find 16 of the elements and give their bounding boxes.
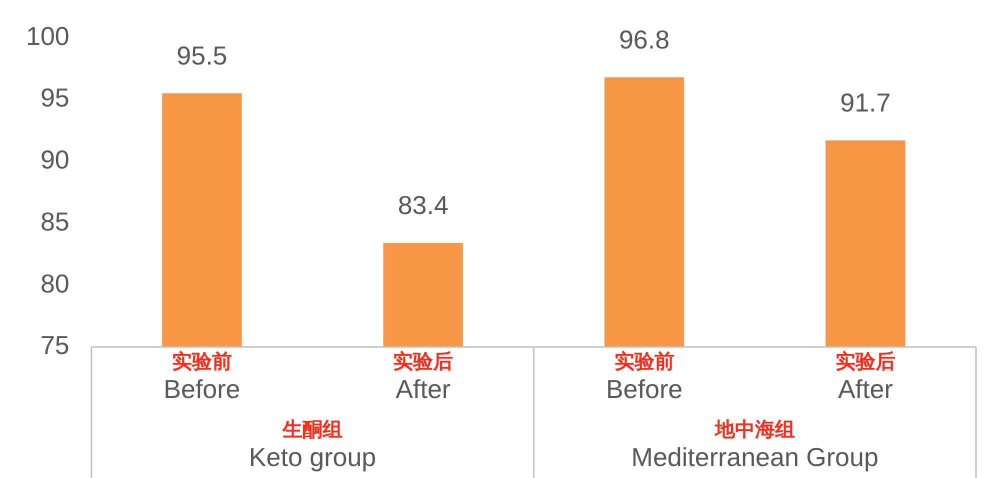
x-tick-label: 实验前 Before <box>164 349 240 404</box>
y-tick-label: 95 <box>40 82 70 113</box>
x-tick-label: 实验前 Before <box>606 349 683 404</box>
data-label: 91.7 <box>840 87 891 118</box>
data-label: 96.8 <box>618 24 670 54</box>
data-label: 83.4 <box>398 190 448 220</box>
text: 生酮组 Keto group <box>248 417 376 472</box>
text: 地中海组 Mediterranean Group <box>631 417 878 472</box>
y-tick-label: 100 <box>26 20 70 51</box>
x-tick-label: 实验后 After <box>393 349 454 404</box>
data-label: 95.5 <box>176 40 228 70</box>
y-tick-label: 80 <box>40 268 70 298</box>
x-tick-label: 实验后 After <box>835 349 896 404</box>
y-tick-label: 85 <box>40 206 70 236</box>
y-tick-label: 90 <box>40 144 70 175</box>
y-tick-label: 75 <box>40 330 70 360</box>
